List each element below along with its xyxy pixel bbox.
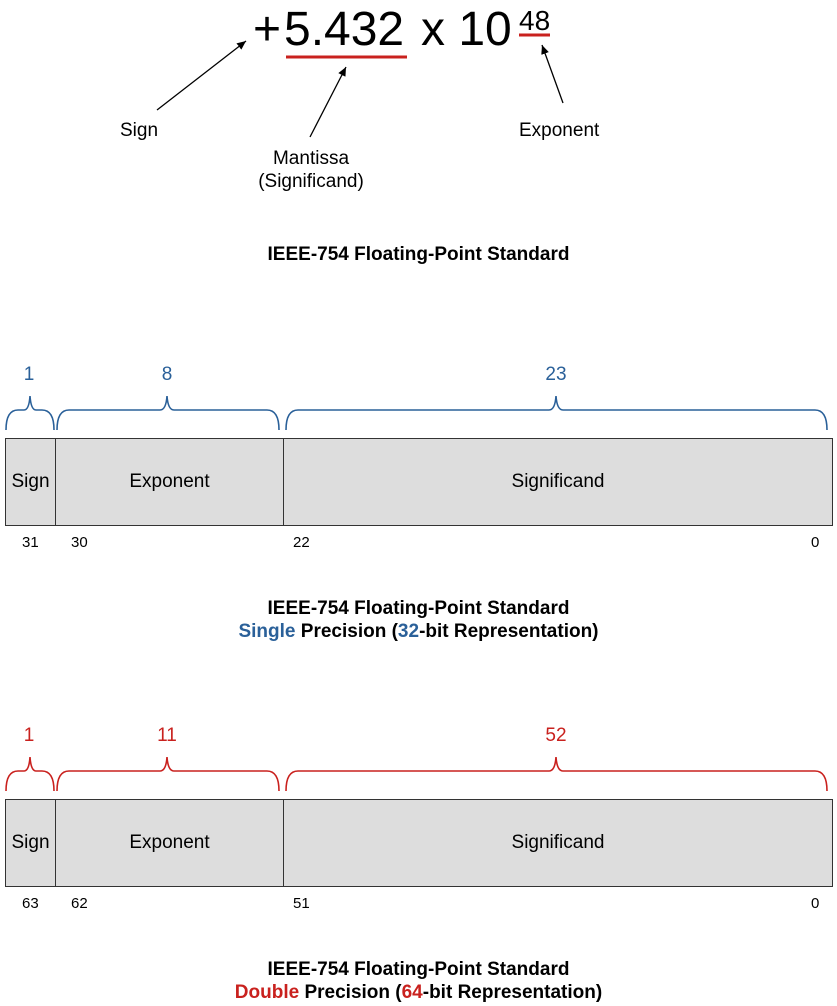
exponent-label: Exponent <box>519 120 600 141</box>
double-sign-field-label: Sign <box>11 832 50 853</box>
single-bit-31: 31 <box>22 534 39 551</box>
double-bit-62: 62 <box>71 895 88 912</box>
equation-mantissa: 5.432 <box>284 3 405 56</box>
double-subtitle-word: Double <box>234 982 300 1003</box>
single-title: IEEE-754 Floating-Point Standard <box>267 598 570 619</box>
equation-sign: + <box>253 3 282 56</box>
mantissa-label-line1: Mantissa <box>272 148 350 169</box>
single-bit-0: 0 <box>811 534 820 551</box>
double-subtitle-bits: 64 <box>401 982 423 1003</box>
double-significand-field: Significand <box>283 799 833 887</box>
single-subtitle-tail: -bit Representation) <box>419 621 599 642</box>
double-exponent-field: Exponent <box>55 799 284 887</box>
double-significand-field-label: Significand <box>511 832 605 853</box>
single-exponent-field: Exponent <box>55 438 284 526</box>
mantissa-label: Mantissa (Significand) <box>231 148 391 194</box>
double-significand-brace <box>285 756 828 792</box>
single-sign-field: Sign <box>5 438 56 526</box>
mantissa-label-line2: (Significand) <box>258 170 364 192</box>
double-bit-63: 63 <box>22 895 39 912</box>
single-subtitle: Single Precision (32-bit Representation) <box>0 620 837 643</box>
double-exponent-width: 11 <box>157 725 177 746</box>
equation-base: x 10 <box>421 3 512 56</box>
double-exponent-field-label: Exponent <box>129 832 210 853</box>
double-bit-0: 0 <box>811 895 820 912</box>
single-subtitle-bits: 32 <box>397 621 420 642</box>
double-title: IEEE-754 Floating-Point Standard <box>267 959 570 980</box>
double-bit-51: 51 <box>293 895 310 912</box>
single-significand-width: 23 <box>545 364 567 385</box>
single-bit-30: 30 <box>71 534 88 551</box>
single-sign-brace <box>5 395 55 431</box>
single-sign-width: 1 <box>23 364 35 385</box>
equation-exponent: 48 <box>519 5 551 36</box>
single-bit-22: 22 <box>293 534 310 551</box>
mantissa-arrow <box>309 66 347 138</box>
sign-label: Sign <box>120 120 159 141</box>
single-exponent-width: 8 <box>161 364 173 385</box>
double-exponent-brace <box>56 756 280 792</box>
sign-arrow <box>156 40 247 111</box>
single-significand-field: Significand <box>283 438 833 526</box>
double-sign-field: Sign <box>5 799 56 887</box>
single-exponent-brace <box>56 395 280 431</box>
double-subtitle-tail: -bit Representation) <box>422 982 603 1003</box>
single-subtitle-mid: Precision ( <box>295 621 398 642</box>
standard-title: IEEE-754 Floating-Point Standard <box>267 244 570 265</box>
single-significand-field-label: Significand <box>511 471 605 492</box>
exponent-arrow <box>541 44 564 104</box>
single-subtitle-word: Single <box>238 621 296 642</box>
double-significand-width: 52 <box>545 725 567 746</box>
double-sign-width: 1 <box>23 725 35 746</box>
single-sign-field-label: Sign <box>11 471 50 492</box>
single-significand-brace <box>285 395 828 431</box>
double-sign-brace <box>5 756 55 792</box>
double-subtitle: Double Precision (64-bit Representation) <box>0 981 837 1004</box>
double-subtitle-mid: Precision ( <box>299 982 402 1003</box>
single-exponent-field-label: Exponent <box>129 471 210 492</box>
